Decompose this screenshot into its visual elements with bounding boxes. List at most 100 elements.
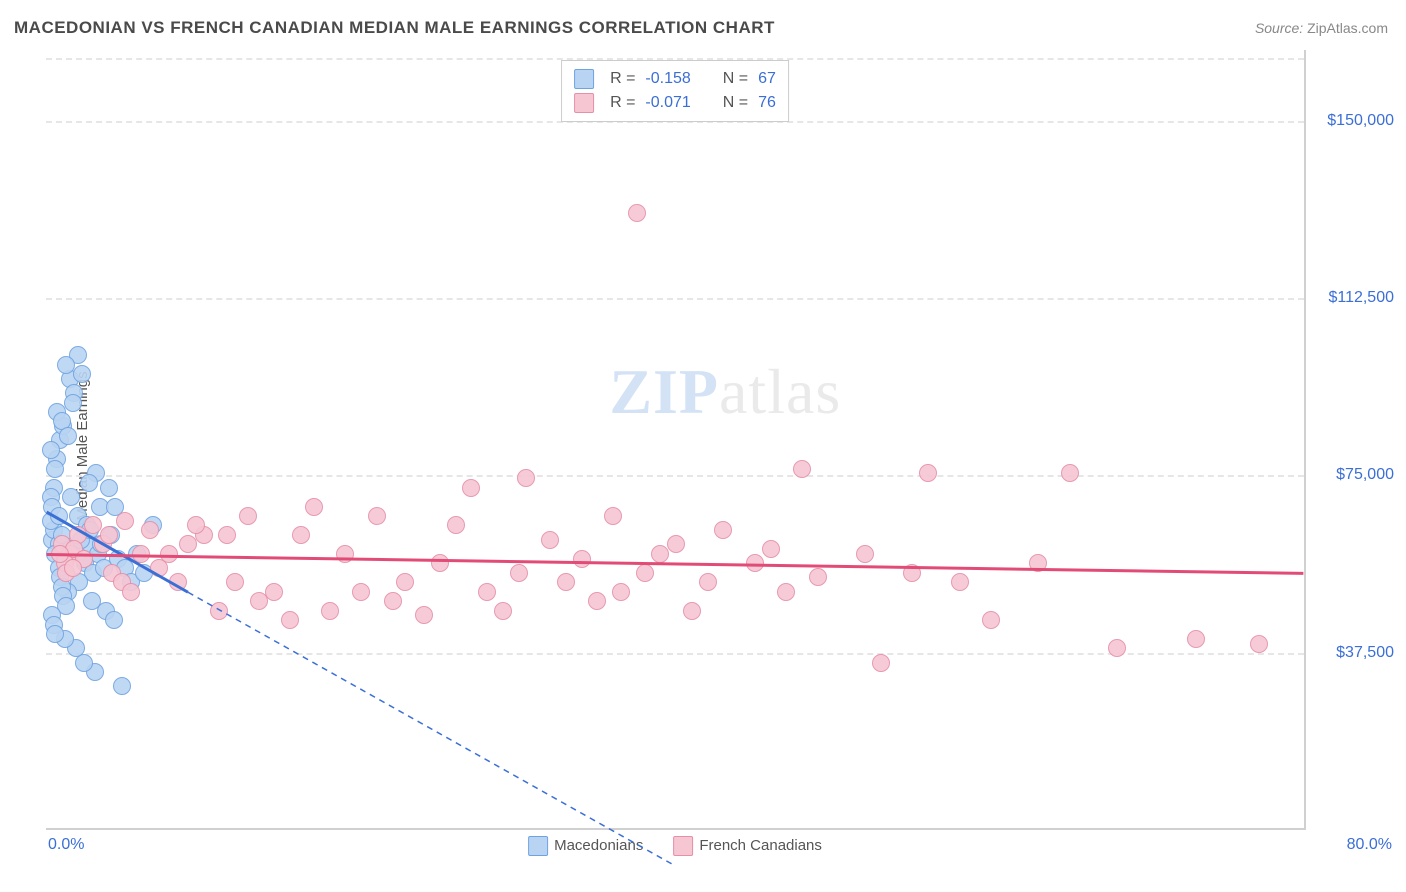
scatter-point	[226, 573, 244, 591]
y-tick-label: $150,000	[1314, 112, 1394, 130]
watermark-zip: ZIP	[609, 356, 719, 427]
scatter-point	[64, 559, 82, 577]
scatter-point	[903, 564, 921, 582]
scatter-point	[64, 394, 82, 412]
legend-swatch	[574, 93, 594, 113]
y-tick-label: $75,000	[1314, 466, 1394, 484]
scatter-point	[541, 531, 559, 549]
scatter-point	[250, 592, 268, 610]
n-label: N =	[723, 70, 748, 88]
scatter-point	[265, 583, 283, 601]
scatter-point	[80, 474, 98, 492]
legend-label: French Canadians	[699, 837, 822, 854]
x-axis-min-label: 0.0%	[48, 836, 84, 854]
scatter-point	[51, 545, 69, 563]
trend-lines-layer	[46, 50, 1304, 828]
scatter-point	[746, 554, 764, 572]
scatter-point	[396, 573, 414, 591]
scatter-point	[368, 507, 386, 525]
scatter-point	[160, 545, 178, 563]
scatter-point	[336, 545, 354, 563]
y-tick-label: $37,500	[1314, 644, 1394, 662]
scatter-point	[573, 550, 591, 568]
scatter-point	[73, 365, 91, 383]
source-value: ZipAtlas.com	[1307, 20, 1388, 36]
n-label: N =	[723, 94, 748, 112]
scatter-point	[42, 441, 60, 459]
r-label: R =	[610, 70, 635, 88]
scatter-point	[856, 545, 874, 563]
scatter-point	[809, 568, 827, 586]
scatter-point	[667, 535, 685, 553]
scatter-point	[793, 460, 811, 478]
r-label: R =	[610, 94, 635, 112]
r-value: -0.158	[645, 70, 690, 88]
n-value: 76	[758, 94, 776, 112]
scatter-point	[872, 654, 890, 672]
scatter-point	[100, 526, 118, 544]
scatter-point	[919, 464, 937, 482]
scatter-point	[321, 602, 339, 620]
scatter-point	[1029, 554, 1047, 572]
scatter-point	[239, 507, 257, 525]
scatter-point	[122, 583, 140, 601]
scatter-point	[636, 564, 654, 582]
scatter-point	[281, 611, 299, 629]
watermark: ZIPatlas	[609, 355, 841, 429]
x-axis-max-label: 80.0%	[1347, 836, 1392, 854]
source-attribution: Source: ZipAtlas.com	[1255, 20, 1388, 36]
trend-line-solid	[47, 555, 1304, 574]
scatter-point	[100, 479, 118, 497]
scatter-point	[46, 460, 64, 478]
scatter-point	[46, 625, 64, 643]
scatter-point	[683, 602, 701, 620]
scatter-point	[415, 606, 433, 624]
scatter-point	[218, 526, 236, 544]
scatter-point	[116, 512, 134, 530]
scatter-point	[588, 592, 606, 610]
scatter-point	[384, 592, 402, 610]
scatter-point	[431, 554, 449, 572]
scatter-point	[1061, 464, 1079, 482]
scatter-point	[777, 583, 795, 601]
scatter-point	[628, 204, 646, 222]
scatter-point	[1108, 639, 1126, 657]
scatter-point	[210, 602, 228, 620]
scatter-point	[305, 498, 323, 516]
scatter-point	[517, 469, 535, 487]
legend-item: Macedonians	[528, 836, 643, 856]
scatter-point	[292, 526, 310, 544]
scatter-point	[462, 479, 480, 497]
series-legend: Macedonians French Canadians	[528, 836, 822, 856]
scatter-point	[105, 611, 123, 629]
legend-item: French Canadians	[673, 836, 822, 856]
scatter-point	[699, 573, 717, 591]
stats-legend: R = -0.158 N = 67 R = -0.071 N = 76	[561, 60, 789, 122]
n-value: 67	[758, 70, 776, 88]
stats-legend-row: R = -0.158 N = 67	[574, 67, 776, 91]
scatter-point	[494, 602, 512, 620]
legend-swatch	[574, 69, 594, 89]
source-label: Source:	[1255, 20, 1303, 36]
scatter-point	[510, 564, 528, 582]
scatter-point	[1187, 630, 1205, 648]
scatter-point	[951, 573, 969, 591]
scatter-point	[59, 427, 77, 445]
legend-swatch	[673, 836, 693, 856]
watermark-atlas: atlas	[719, 356, 841, 427]
legend-label: Macedonians	[554, 837, 643, 854]
scatter-point	[169, 573, 187, 591]
r-value: -0.071	[645, 94, 690, 112]
scatter-point	[478, 583, 496, 601]
scatter-point	[113, 677, 131, 695]
gridline	[46, 298, 1304, 300]
scatter-point	[179, 535, 197, 553]
scatter-point	[762, 540, 780, 558]
scatter-point	[50, 507, 68, 525]
chart-plot-area: ZIPatlas R =-0.158N =67R =-0.071N =76 0.…	[46, 50, 1306, 830]
scatter-point	[651, 545, 669, 563]
scatter-point	[612, 583, 630, 601]
y-tick-label: $112,500	[1314, 289, 1394, 307]
scatter-point	[604, 507, 622, 525]
stats-legend-row: R = -0.071 N = 76	[574, 91, 776, 115]
